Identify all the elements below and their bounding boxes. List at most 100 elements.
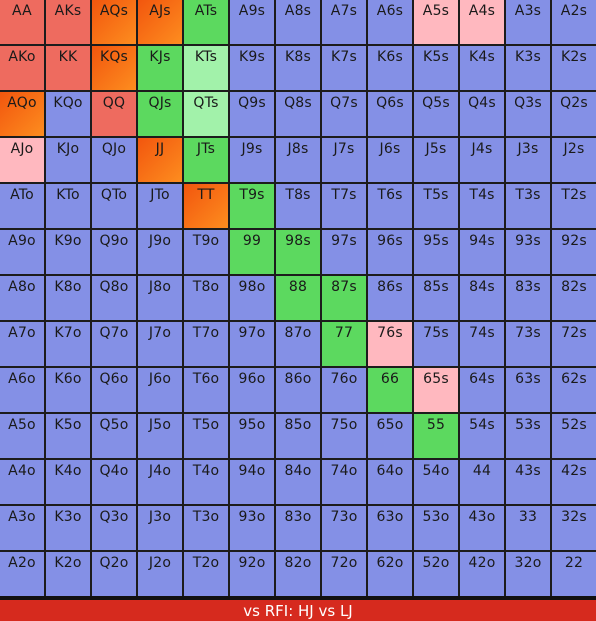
hand-cell[interactable]: 84o <box>276 460 320 504</box>
hand-cell[interactable]: T2o <box>184 552 228 596</box>
hand-cell[interactable]: A2o <box>0 552 44 596</box>
hand-cell[interactable]: A8s <box>276 0 320 44</box>
hand-cell[interactable]: A3s <box>506 0 550 44</box>
hand-cell[interactable]: J6s <box>368 138 412 182</box>
hand-cell[interactable]: T7o <box>184 322 228 366</box>
hand-cell[interactable]: Q2s <box>552 92 596 136</box>
hand-cell[interactable]: J4o <box>138 460 182 504</box>
hand-cell[interactable]: 64s <box>460 368 504 412</box>
hand-cell[interactable]: Q9s <box>230 92 274 136</box>
hand-cell[interactable]: JTo <box>138 184 182 228</box>
hand-cell[interactable]: 63o <box>368 506 412 550</box>
hand-cell[interactable]: JJ <box>138 138 182 182</box>
hand-cell[interactable]: J9s <box>230 138 274 182</box>
hand-cell[interactable]: 65s <box>414 368 458 412</box>
hand-cell[interactable]: ATo <box>0 184 44 228</box>
hand-cell[interactable]: 73o <box>322 506 366 550</box>
hand-cell[interactable]: KJo <box>46 138 90 182</box>
hand-cell[interactable]: T4s <box>460 184 504 228</box>
hand-cell[interactable]: 42o <box>460 552 504 596</box>
hand-cell[interactable]: J4s <box>460 138 504 182</box>
hand-cell[interactable]: 22 <box>552 552 596 596</box>
hand-cell[interactable]: J5s <box>414 138 458 182</box>
hand-cell[interactable]: T3o <box>184 506 228 550</box>
hand-cell[interactable]: T9o <box>184 230 228 274</box>
hand-cell[interactable]: T2s <box>552 184 596 228</box>
hand-cell[interactable]: J7s <box>322 138 366 182</box>
hand-cell[interactable]: Q7o <box>92 322 136 366</box>
hand-cell[interactable]: 93s <box>506 230 550 274</box>
hand-cell[interactable]: Q9o <box>92 230 136 274</box>
hand-cell[interactable]: Q2o <box>92 552 136 596</box>
hand-cell[interactable]: 85o <box>276 414 320 458</box>
hand-cell[interactable]: KQs <box>92 46 136 90</box>
hand-cell[interactable]: J5o <box>138 414 182 458</box>
hand-cell[interactable]: K5o <box>46 414 90 458</box>
hand-cell[interactable]: 98s <box>276 230 320 274</box>
hand-cell[interactable]: T8o <box>184 276 228 320</box>
hand-cell[interactable]: JTs <box>184 138 228 182</box>
hand-cell[interactable]: QTs <box>184 92 228 136</box>
hand-cell[interactable]: QJo <box>92 138 136 182</box>
hand-cell[interactable]: J9o <box>138 230 182 274</box>
hand-cell[interactable]: 53s <box>506 414 550 458</box>
hand-cell[interactable]: 65o <box>368 414 412 458</box>
hand-cell[interactable]: 83s <box>506 276 550 320</box>
hand-cell[interactable]: 54s <box>460 414 504 458</box>
hand-cell[interactable]: A4o <box>0 460 44 504</box>
hand-cell[interactable]: 87o <box>276 322 320 366</box>
hand-cell[interactable]: 54o <box>414 460 458 504</box>
hand-cell[interactable]: 72o <box>322 552 366 596</box>
hand-cell[interactable]: Q3o <box>92 506 136 550</box>
hand-cell[interactable]: T3s <box>506 184 550 228</box>
hand-cell[interactable]: TT <box>184 184 228 228</box>
hand-cell[interactable]: 99 <box>230 230 274 274</box>
hand-cell[interactable]: K3s <box>506 46 550 90</box>
hand-cell[interactable]: A9s <box>230 0 274 44</box>
hand-cell[interactable]: J2s <box>552 138 596 182</box>
hand-cell[interactable]: 44 <box>460 460 504 504</box>
hand-cell[interactable]: AA <box>0 0 44 44</box>
hand-cell[interactable]: Q5s <box>414 92 458 136</box>
hand-cell[interactable]: K5s <box>414 46 458 90</box>
hand-cell[interactable]: A4s <box>460 0 504 44</box>
hand-cell[interactable]: 95o <box>230 414 274 458</box>
hand-cell[interactable]: 98o <box>230 276 274 320</box>
hand-cell[interactable]: Q6s <box>368 92 412 136</box>
hand-cell[interactable]: T6s <box>368 184 412 228</box>
hand-cell[interactable]: A5s <box>414 0 458 44</box>
hand-cell[interactable]: 63s <box>506 368 550 412</box>
hand-cell[interactable]: Q8o <box>92 276 136 320</box>
hand-cell[interactable]: Q4s <box>460 92 504 136</box>
hand-cell[interactable]: J6o <box>138 368 182 412</box>
hand-cell[interactable]: 72s <box>552 322 596 366</box>
hand-cell[interactable]: 52o <box>414 552 458 596</box>
hand-cell[interactable]: A9o <box>0 230 44 274</box>
hand-cell[interactable]: KTo <box>46 184 90 228</box>
hand-cell[interactable]: A8o <box>0 276 44 320</box>
hand-cell[interactable]: J3s <box>506 138 550 182</box>
hand-cell[interactable]: 86s <box>368 276 412 320</box>
hand-cell[interactable]: K4o <box>46 460 90 504</box>
hand-cell[interactable]: K7o <box>46 322 90 366</box>
hand-cell[interactable]: T4o <box>184 460 228 504</box>
hand-cell[interactable]: AKo <box>0 46 44 90</box>
hand-cell[interactable]: Q3s <box>506 92 550 136</box>
hand-cell[interactable]: A2s <box>552 0 596 44</box>
hand-cell[interactable]: A3o <box>0 506 44 550</box>
hand-cell[interactable]: 32o <box>506 552 550 596</box>
hand-cell[interactable]: 94s <box>460 230 504 274</box>
hand-cell[interactable]: 75o <box>322 414 366 458</box>
hand-cell[interactable]: 82s <box>552 276 596 320</box>
hand-cell[interactable]: 42s <box>552 460 596 504</box>
hand-cell[interactable]: 92o <box>230 552 274 596</box>
hand-cell[interactable]: 74o <box>322 460 366 504</box>
hand-cell[interactable]: 43s <box>506 460 550 504</box>
hand-cell[interactable]: 76s <box>368 322 412 366</box>
hand-cell[interactable]: 55 <box>414 414 458 458</box>
hand-cell[interactable]: 88 <box>276 276 320 320</box>
hand-cell[interactable]: 82o <box>276 552 320 596</box>
hand-cell[interactable]: 64o <box>368 460 412 504</box>
hand-cell[interactable]: K8s <box>276 46 320 90</box>
hand-cell[interactable]: KJs <box>138 46 182 90</box>
